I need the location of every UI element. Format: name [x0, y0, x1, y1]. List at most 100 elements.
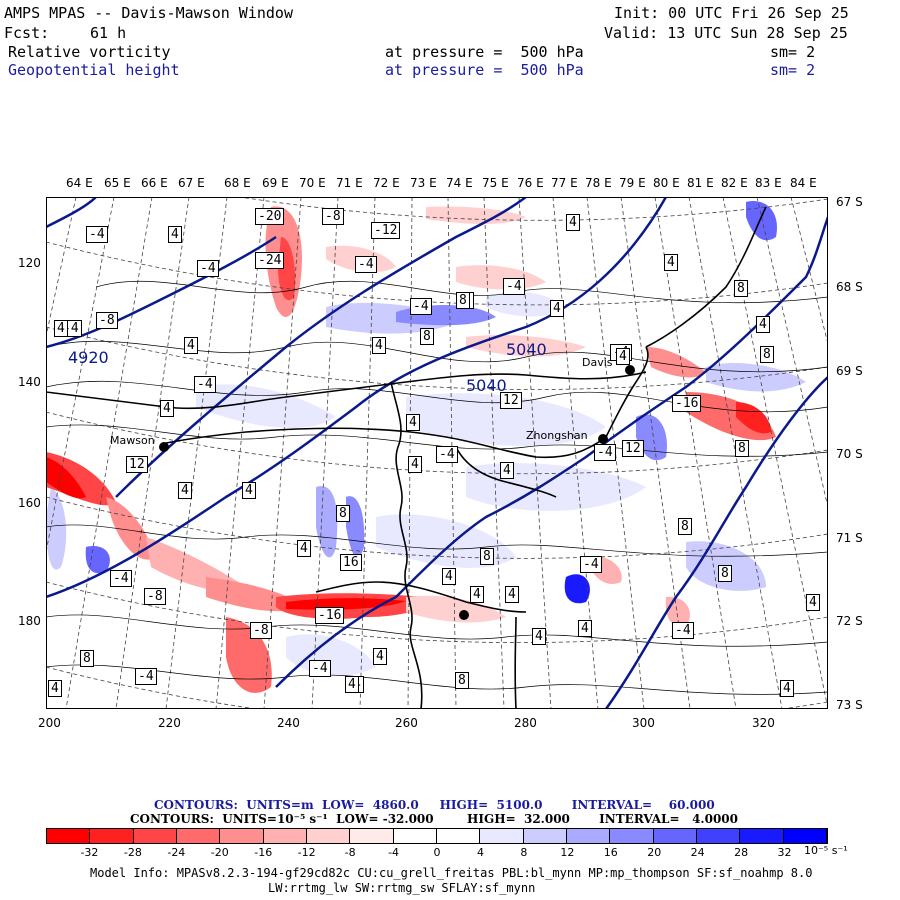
vorticity-map — [46, 197, 828, 709]
colorbar-tick-label: 4 — [476, 846, 484, 859]
contour-label: 4 — [372, 337, 386, 354]
contour-label: 4 — [168, 226, 182, 243]
contour-label: -4 — [86, 226, 108, 243]
contour-label: 4 — [500, 462, 514, 479]
field1-pressure: at pressure = 500 hPa — [385, 43, 584, 61]
contour-label: -16 — [315, 607, 345, 624]
colorbar-tick-label: 24 — [690, 846, 705, 859]
colorbar-swatch — [176, 829, 221, 843]
lon-label: 69 E — [262, 176, 289, 190]
contour-label: -8 — [322, 208, 344, 225]
lon-label: 79 E — [619, 176, 646, 190]
colorbar-swatch — [306, 829, 351, 843]
contour-label: -4 — [436, 446, 458, 463]
lat-label: 70 S — [836, 447, 863, 461]
colorbar-tick-label: -20 — [210, 846, 229, 859]
contour-label: 12 — [500, 392, 522, 409]
init-time: Init: 00 UTC Fri 26 Sep 25 — [614, 4, 849, 22]
zhongshan-station-marker — [598, 434, 608, 444]
colorbar-swatch — [133, 829, 177, 843]
contour-label: 4 — [756, 316, 770, 333]
height-contours — [46, 197, 828, 709]
contour-label: -24 — [255, 252, 285, 269]
colorbar-tick-label: -28 — [123, 846, 142, 859]
contour-label: 4 — [442, 568, 456, 585]
colorbar-swatch — [523, 829, 567, 843]
contour-label: 8 — [735, 440, 749, 457]
x-tick-label: 280 — [514, 716, 537, 730]
colorbar-tick-label: -12 — [297, 846, 316, 859]
lon-label: 70 E — [299, 176, 326, 190]
field2-pressure: at pressure = 500 hPa — [385, 61, 584, 79]
contour-label: 4 — [780, 680, 794, 697]
contour-label: 8 — [760, 346, 774, 363]
lon-label: 68 E — [224, 176, 251, 190]
contour-label: -8 — [144, 588, 166, 605]
lon-label: 73 E — [410, 176, 437, 190]
contour-label: 4 — [160, 400, 174, 417]
contour-label: 4 — [178, 482, 192, 499]
colorbar-swatch — [436, 829, 481, 843]
lon-label: 65 E — [104, 176, 131, 190]
contour-label: 8 — [480, 548, 494, 565]
lon-label: 75 E — [482, 176, 509, 190]
contour-label: 4 — [48, 680, 62, 697]
contour-label: 8 — [80, 650, 94, 667]
model-info: Model Info: MPASv8.2.3-194-gf29cd82c CU:… — [90, 866, 813, 880]
colorbar-swatch — [740, 829, 784, 843]
contour-label: 4 — [664, 254, 678, 271]
lon-label: 67 E — [178, 176, 205, 190]
contour-label: 4 — [184, 337, 198, 354]
field2-smoothing: sm= 2 — [770, 61, 816, 79]
contour-label: -4 — [197, 260, 219, 277]
contour-label: 8 — [734, 280, 748, 297]
x-tick-label: 320 — [752, 716, 775, 730]
height-label: 4920 — [68, 348, 109, 367]
lat-label: 68 S — [836, 280, 863, 294]
colorbar-tick-label: 28 — [734, 846, 749, 859]
field1-smoothing: sm= 2 — [770, 43, 816, 61]
colorbar-tick-label: -24 — [167, 846, 186, 859]
contour-label: -4 — [110, 570, 132, 587]
contour-label: -4 — [135, 668, 157, 685]
contour-label: 4 — [406, 414, 420, 431]
vorticity-contour-legend: CONTOURS: UNITS=10⁻⁵ s⁻¹ LOW= -32.000 HI… — [130, 812, 738, 826]
lon-label: 72 E — [373, 176, 400, 190]
contour-label: 12 — [622, 440, 644, 457]
colorbar-unit: 10⁻⁵ s⁻¹ — [804, 844, 848, 857]
map-title: AMPS MPAS -- Davis-Mawson Window — [4, 4, 293, 22]
lon-label: 74 E — [446, 176, 473, 190]
contour-label: -4 — [194, 376, 216, 393]
colorbar-swatch — [783, 829, 827, 843]
lon-label: 66 E — [141, 176, 168, 190]
x-tick-label: 260 — [395, 716, 418, 730]
x-tick-label: 300 — [632, 716, 655, 730]
height-label: 5040 — [466, 376, 507, 395]
lon-label: 81 E — [687, 176, 714, 190]
height-contour-legend: CONTOURS: UNITS=m LOW= 4860.0 HIGH= 5100… — [154, 798, 715, 812]
station-label-zhongshan: Zhongshan — [526, 429, 588, 442]
x-tick-label: 200 — [38, 716, 61, 730]
lat-label: 71 S — [836, 531, 863, 545]
contour-label: 8 — [718, 565, 732, 582]
contour-label: 4 — [470, 586, 484, 603]
station-label-mawson: Mawson — [110, 434, 155, 447]
colorbar-swatch — [90, 829, 134, 843]
forecast-hour: 61 h — [90, 24, 127, 42]
field1-name: Relative vorticity — [8, 43, 171, 61]
contour-label: -4 — [355, 256, 377, 273]
x-tick-label: 240 — [277, 716, 300, 730]
contour-label: 4 — [532, 628, 546, 645]
y-tick-label: 160 — [18, 496, 41, 510]
davis-station-marker — [625, 365, 635, 375]
colorbar-swatch — [47, 829, 91, 843]
colorbar-swatch — [610, 829, 654, 843]
contour-label: 4 — [373, 648, 387, 665]
station-label-davis: Davis — [582, 356, 613, 369]
colorbar-swatch — [480, 829, 524, 843]
lon-label: 83 E — [755, 176, 782, 190]
contour-label: 4 — [54, 320, 68, 337]
colorbar-tick-label: 20 — [647, 846, 662, 859]
lon-label: 78 E — [585, 176, 612, 190]
colorbar-swatch — [653, 829, 697, 843]
